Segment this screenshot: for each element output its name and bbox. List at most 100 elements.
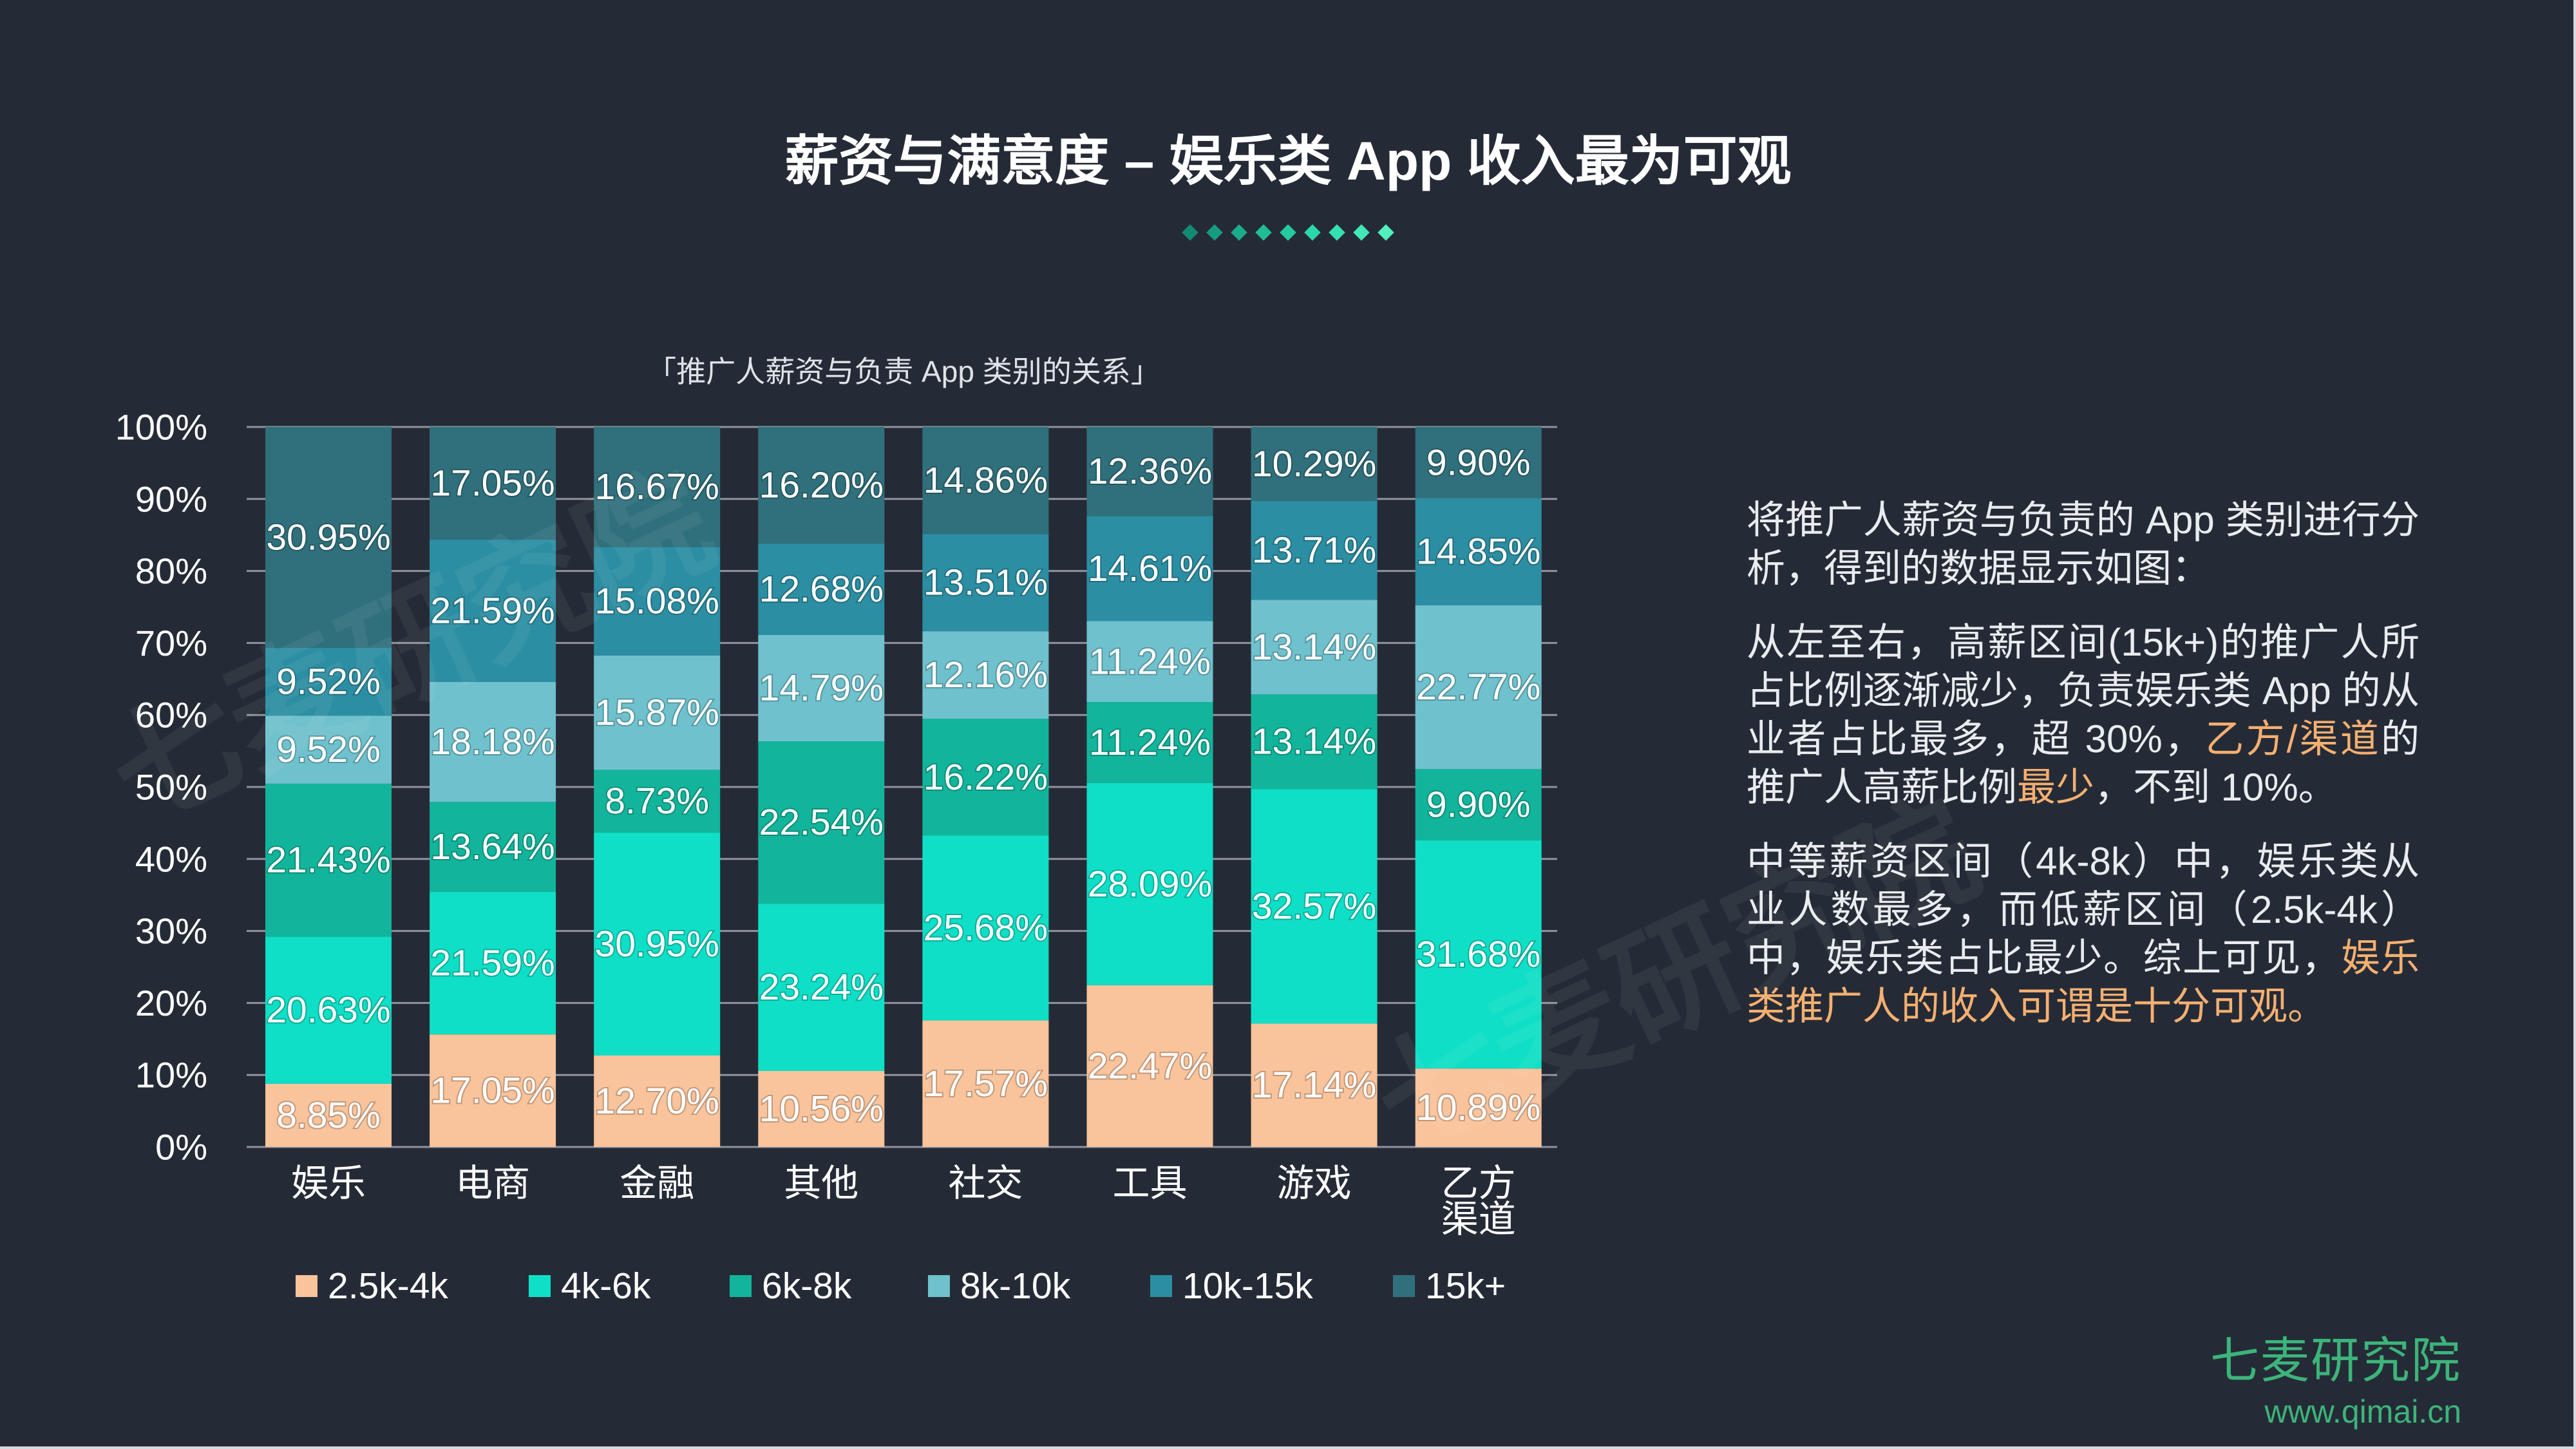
bar-segment: [594, 770, 721, 833]
legend-swatch: [529, 1275, 551, 1297]
data-label: 32.57%: [1252, 886, 1376, 927]
data-label: 8.73%: [605, 781, 709, 822]
y-tick-label: 70%: [135, 623, 207, 663]
y-tick-label: 80%: [135, 551, 207, 591]
bar-segment: [265, 1083, 392, 1147]
bar-segment: [1086, 516, 1213, 621]
legend-label: 6k-8k: [762, 1265, 852, 1307]
data-label: 11.24%: [1089, 641, 1211, 682]
legend-swatch: [1393, 1275, 1415, 1297]
legend-swatch: [928, 1275, 950, 1297]
legend-swatch: [730, 1275, 752, 1297]
data-label: 8.85%: [276, 1095, 381, 1136]
data-label: 12.68%: [759, 569, 884, 610]
legend-item: 15k+: [1393, 1264, 1506, 1309]
data-label: 9.90%: [1426, 784, 1531, 826]
brand-logo: 七麦研究院 www.qimai.cn: [2210, 1332, 2461, 1432]
logo-name: 七麦研究院: [2210, 1334, 2461, 1388]
x-tick-label-line: 乙方: [1441, 1162, 1516, 1204]
x-tick-label: 乙方渠道: [1441, 1162, 1516, 1240]
legend-swatch: [1150, 1275, 1172, 1297]
bar-segment: [1086, 427, 1213, 516]
paragraph-text: 将推广人薪资与负责的 App 类别进行分析，得到的数据显示如图：: [1747, 498, 2420, 590]
data-label: 23.24%: [759, 967, 884, 1008]
x-tick-label: 社交: [948, 1162, 1023, 1204]
data-label: 12.70%: [595, 1081, 719, 1122]
x-tick-label: 娱乐: [291, 1162, 366, 1204]
bar-segment: [430, 802, 556, 893]
data-label: 30.95%: [266, 516, 390, 558]
bar-segment: [1251, 694, 1378, 790]
bar-segment: [430, 681, 556, 802]
paragraph-text: 中等薪资区间（4k-8k）中，娱乐类从业人数最多，而低薪区间（2.5k-4k）中…: [1747, 840, 2420, 980]
page-title: 薪资与满意度 – 娱乐类 App 收入最为可观: [784, 131, 1792, 191]
chart-title: 「推广人薪资与负责 App 类别的关系」: [647, 355, 1160, 388]
data-label: 18.18%: [430, 721, 554, 762]
paragraph-text: 从左至右，高薪区间(15k+)的推广人所占比例逐渐减少，负责娱乐类 App 的从…: [1747, 621, 2420, 761]
data-label: 17.05%: [430, 1070, 554, 1112]
legend-label: 4k-6k: [561, 1265, 651, 1307]
bar-segment: [922, 534, 1049, 632]
y-tick-label: 60%: [135, 695, 207, 735]
divider-diamond-icon: [1206, 224, 1223, 241]
data-label: 12.36%: [1088, 451, 1212, 492]
x-tick-label-line: 工具: [1112, 1162, 1187, 1204]
x-tick-label-line: 娱乐: [291, 1162, 366, 1204]
data-label: 14.85%: [1416, 531, 1540, 573]
bar-segment: [594, 1056, 721, 1147]
chart-legend: 2.5k-4k 4k-6k 6k-8k 8k-10k 10k-15k 15k+: [0, 1264, 1610, 1309]
x-tick-label-line: 金融: [620, 1162, 694, 1204]
data-label: 16.67%: [595, 466, 719, 507]
bar-segment: [430, 427, 556, 540]
bar-segment: [1251, 789, 1378, 1024]
data-label: 22.47%: [1088, 1045, 1212, 1086]
divider-diamond-icon: [1329, 224, 1345, 241]
bar-segment: [430, 1034, 556, 1147]
data-label: 30.95%: [595, 923, 719, 965]
bar-segment: [758, 634, 885, 742]
data-label: 22.54%: [759, 802, 884, 843]
bar-segment: [758, 741, 885, 904]
data-label: 20.63%: [266, 990, 390, 1031]
analysis-paragraph-3: 中等薪资区间（4k-8k）中，娱乐类从业人数最多，而低薪区间（2.5k-4k）中…: [1747, 837, 2420, 1030]
data-label: 21.59%: [430, 590, 554, 631]
bar-segment: [1251, 427, 1378, 502]
analysis-paragraph-2: 从左至右，高薪区间(15k+)的推广人所占比例逐渐减少，负责娱乐类 App 的从…: [1747, 618, 2420, 811]
data-label: 10.56%: [759, 1088, 884, 1130]
y-tick-label: 40%: [135, 838, 207, 879]
bar-segment: [758, 1070, 885, 1147]
paragraph-text: ，不到 10%。: [2094, 766, 2337, 809]
x-tick-label: 其他: [784, 1162, 858, 1204]
x-tick-label: 电商: [455, 1162, 530, 1204]
y-tick-label: 90%: [135, 478, 207, 519]
y-tick-label: 10%: [135, 1055, 207, 1095]
x-tick-label-line: 电商: [455, 1162, 530, 1204]
data-label: 12.16%: [923, 654, 1048, 696]
divider-diamond-icon: [1353, 224, 1370, 241]
bar-segment: [922, 719, 1049, 836]
bar-segment: [430, 539, 556, 682]
bar-segment: [922, 835, 1049, 1021]
bar-segment: [594, 832, 721, 1056]
data-label: 25.68%: [923, 907, 1048, 949]
data-label: 28.09%: [1088, 864, 1212, 905]
legend-item: 8k-10k: [928, 1264, 1070, 1309]
divider-diamond-icon: [1255, 224, 1272, 241]
bar-segment: [430, 892, 556, 1035]
data-label: 14.61%: [1088, 548, 1212, 589]
data-label: 16.22%: [923, 757, 1048, 798]
bar-segment: [1251, 1023, 1378, 1147]
frame-edge: [0, 1446, 2576, 1449]
x-tick-label: 金融: [620, 1162, 694, 1204]
title-divider: [0, 224, 2576, 242]
legend-label: 15k+: [1425, 1265, 1506, 1307]
data-label: 22.77%: [1416, 667, 1540, 708]
divider-diamond-icon: [1304, 224, 1321, 241]
divider-diamond-icon: [1280, 224, 1296, 241]
legend-label: 8k-10k: [960, 1265, 1071, 1307]
bar-segment: [1415, 769, 1542, 841]
data-label: 9.90%: [1426, 442, 1531, 483]
bar-segment: [265, 783, 392, 937]
bar-segment: [1251, 600, 1378, 695]
legend-swatch: [296, 1275, 317, 1297]
